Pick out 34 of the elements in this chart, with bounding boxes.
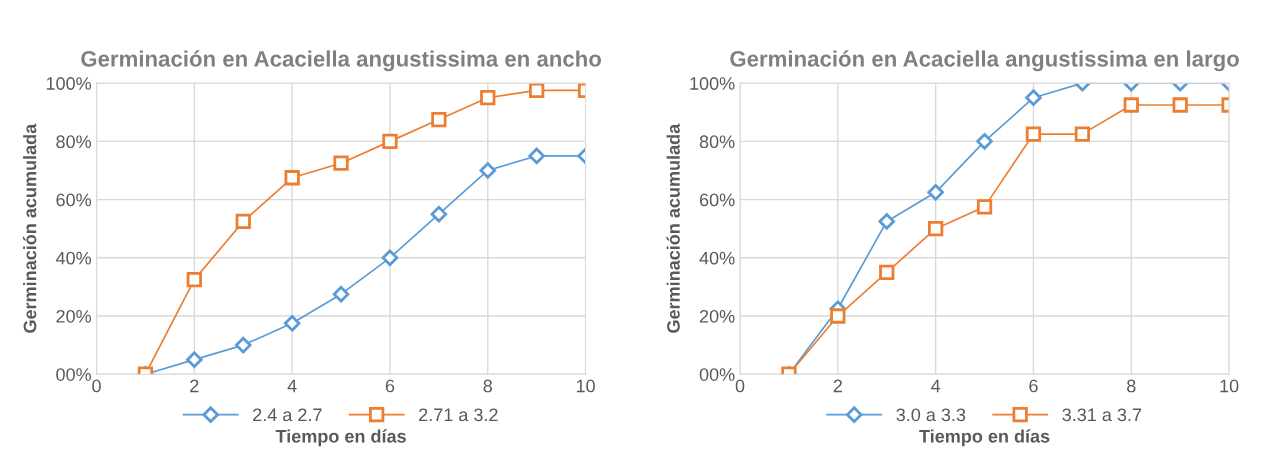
y-axis-title: Germinación acumulada: [666, 123, 680, 333]
x-tick-label: 4: [287, 379, 297, 393]
y-axis-title: Germinación acumulada: [22, 123, 37, 333]
chart-title: Germinación en Acaciella angustissima en ancho: [81, 50, 601, 72]
x-axis-title: Tiempo en días: [275, 429, 406, 447]
x-tick-label: 8: [1127, 379, 1136, 393]
x-tick-label: 10: [576, 379, 595, 393]
y-tick-label: 40%: [55, 251, 92, 265]
legend-label: 2.4 a 2.7: [253, 408, 322, 422]
legend-label: 3.0 a 3.3: [896, 408, 966, 422]
legend-label: 2.71 a 3.2: [419, 408, 498, 422]
y-tick-label: 80%: [699, 135, 735, 149]
legend-label: 3.31 a 3.7: [1062, 408, 1142, 422]
y-tick-label: 80%: [56, 135, 92, 149]
x-tick-label: 8: [483, 379, 493, 393]
x-axis-title: Tiempo en días: [919, 429, 1050, 447]
y-tick-label: 60%: [699, 193, 735, 207]
y-tick-label: 20%: [699, 309, 735, 323]
x-tick-label: 0: [735, 379, 745, 393]
x-tick-label: 0: [92, 379, 101, 393]
x-tick-label: 4: [931, 379, 941, 393]
x-tick-label: 2: [190, 379, 199, 393]
x-tick-label: 2: [833, 379, 842, 393]
y-tick-label: 40%: [699, 251, 735, 265]
y-tick-label: 100%: [690, 77, 735, 90]
y-tick-label: 00%: [56, 368, 92, 381]
x-tick-label: 6: [1029, 379, 1038, 393]
x-tick-label: 10: [1220, 379, 1239, 393]
x-tick-label: 6: [385, 379, 395, 393]
y-tick-label: 100%: [46, 77, 92, 90]
y-tick-label: 60%: [56, 193, 92, 207]
y-tick-label: 00%: [699, 368, 735, 381]
y-tick-label: 20%: [56, 309, 92, 323]
chart-title: Germinación en Acaciella angustissima en largo: [730, 50, 1239, 72]
